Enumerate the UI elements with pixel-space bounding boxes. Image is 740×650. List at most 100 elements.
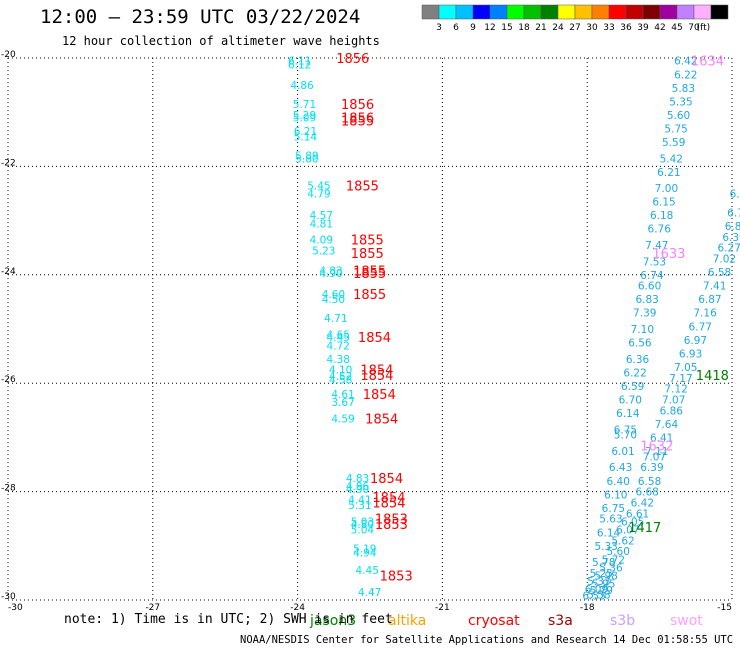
color-legend: 3 6 9 12 15 18 21 24 27 30 33 36 39 42 45 70(ft) <box>421 4 729 33</box>
pass-time-label: 1854 <box>363 388 396 403</box>
wave-height-label: 7.17 <box>669 373 692 385</box>
legend-swatch <box>557 4 576 20</box>
legend-swatch <box>489 4 508 20</box>
legend-swatch <box>591 4 610 20</box>
wave-height-label: 6.14 <box>597 527 621 539</box>
wave-height-label: 6.41 <box>650 432 673 444</box>
pass-time-label: 1855 <box>341 114 374 129</box>
wave-height-label: 5.62 <box>611 535 634 547</box>
wave-height-label: 5.35 <box>669 96 692 108</box>
wave-height-label: 6.12 <box>288 60 311 72</box>
wave-height-label: 7.05 <box>674 362 697 374</box>
pass-time-label: 1856 <box>336 52 369 67</box>
wave-height-label: 5.63 <box>599 514 622 526</box>
wave-height-label: 6.22 <box>674 69 697 81</box>
legend-label: 12 <box>484 23 495 33</box>
wave-height-label: 5.78 <box>592 557 615 569</box>
wave-height-label: 4.09 <box>310 235 333 247</box>
wave-height-label: 6.83 <box>635 294 658 306</box>
wave-height-label: 5.14 <box>294 132 318 144</box>
legend-swatch <box>710 4 729 20</box>
pass-time-label: 1418 <box>696 369 729 384</box>
y-tick-label: -22 <box>1 158 16 168</box>
wave-height-label: 5.58 <box>587 590 610 602</box>
page-subtitle: 12 hour collection of altimeter wave hei… <box>62 34 380 48</box>
pass-time-label: 1633 <box>652 247 685 262</box>
wave-height-label: 4.57 <box>310 210 333 222</box>
pass-time-label: 1854 <box>370 472 403 487</box>
wave-height-label: 6.39 <box>640 462 663 474</box>
pass-time-label: 1854 <box>360 364 393 379</box>
x-tick-label: -30 <box>8 603 23 613</box>
satellite-time-labels: 1856185618561855185518551855185518551855… <box>336 52 729 585</box>
pass-time-label: 1854 <box>372 496 405 511</box>
legend-swatch <box>455 4 474 20</box>
legend-swatch <box>693 4 712 20</box>
wave-height-label: 5.75 <box>664 123 687 135</box>
legend-swatch <box>574 4 593 20</box>
legend-label: 42 <box>654 23 665 33</box>
wave-height-label: 6.87 <box>698 294 721 306</box>
wave-height-label: 5.04 <box>351 525 375 537</box>
wave-height-label: 6.27 <box>718 243 740 255</box>
wave-height-label: 6.05 <box>621 516 644 528</box>
wave-height-label: 5.25 <box>590 568 613 580</box>
legend-swatch <box>608 4 627 20</box>
wave-height-label: 6.09 <box>585 584 608 596</box>
wave-height-label: 4.59 <box>331 413 354 425</box>
pass-time-label: 1855 <box>353 264 386 279</box>
wave-height-label: 5.71 <box>293 99 316 111</box>
wave-height-label: 4.71 <box>324 313 347 325</box>
wave-height-label: 6.75 <box>602 503 625 515</box>
wave-height-label: 6.60 <box>638 281 661 293</box>
x-tick-label: -15 <box>717 603 732 613</box>
legend-label: (ft) <box>697 23 711 33</box>
y-tick-label: -20 <box>1 50 16 60</box>
wave-height-label: 5.72 <box>602 554 625 566</box>
satellite-legend-jason3: jason3 <box>309 613 356 629</box>
wave-height-label: 6.86 <box>660 405 684 417</box>
legend-swatch <box>676 4 695 20</box>
satellite-legend-s3b: s3b <box>610 613 635 629</box>
legend-label: 18 <box>518 23 530 33</box>
wave-height-label: 6.53 <box>582 591 605 603</box>
pass-time-label: 1856 <box>341 98 374 113</box>
wave-height-label: 7.64 <box>655 419 679 431</box>
wave-height-label: 4.83 <box>319 265 342 277</box>
wave-height-label: 6.42 <box>631 497 654 509</box>
wave-height-label: 4.38 <box>327 354 350 366</box>
legend-swatch <box>523 4 542 20</box>
pass-time-label: 1853 <box>380 570 413 585</box>
y-tick-label: -28 <box>1 484 16 494</box>
wave-height-label: 4.60 <box>322 289 345 301</box>
wave-height-label: 6.75 <box>614 424 637 436</box>
wave-height-label: 6.8 <box>725 221 740 233</box>
wave-height-label: 5.95 <box>592 579 615 591</box>
page-title: 12:00 — 23:59 UTC 03/22/2024 <box>40 6 361 28</box>
satellite-legend-swot: swot <box>670 613 703 629</box>
wave-height-label: 5.31 <box>348 500 371 512</box>
wave-height-label: 5.33 <box>587 576 610 588</box>
wave-height-label: 5.83 <box>672 83 695 95</box>
legend-label: 27 <box>569 23 580 33</box>
legend-label: 39 <box>637 23 649 33</box>
legend-swatch <box>659 4 678 20</box>
wave-height-label: 5.80 <box>295 153 318 165</box>
wave-height-label: 4.52 <box>329 371 352 383</box>
wave-height-label: 5.45 <box>307 180 330 192</box>
wave-height-label: 6.70 <box>619 394 642 406</box>
wave-height-label: 4.45 <box>356 565 379 577</box>
wave-height-label: 5.98 <box>594 571 617 583</box>
wave-height-label: 5.36 <box>599 562 623 574</box>
legend-label: 45 <box>671 23 682 33</box>
legend-label: 70 <box>688 23 700 33</box>
wave-height-label: 4.96 <box>346 481 370 493</box>
wave-height-label: 4.65 <box>327 329 350 341</box>
wave-height-label: 5.60 <box>667 110 690 122</box>
wave-height-label: 6.21 <box>294 126 317 138</box>
satellite-legend-altika: altika <box>388 613 426 629</box>
wave-height-label: 6.7 <box>727 207 740 219</box>
wave-height-label: 7.02 <box>713 254 736 266</box>
legend-label: 24 <box>552 23 564 33</box>
